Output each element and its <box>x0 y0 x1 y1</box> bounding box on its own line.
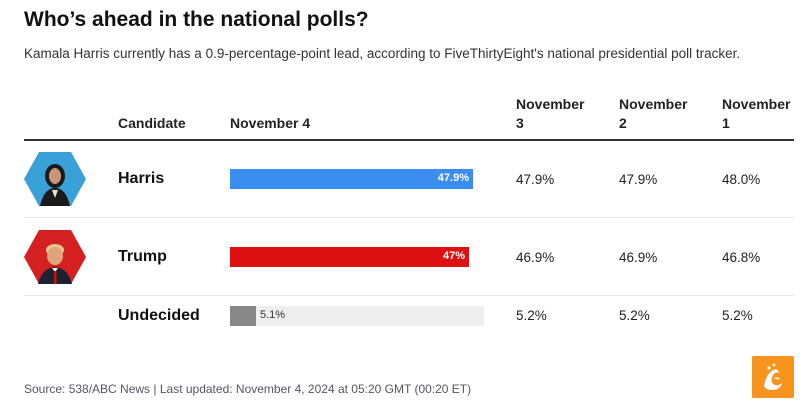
chart-title: Who’s ahead in the national polls? <box>24 8 369 31</box>
undecided-nov2: 5.2% <box>619 308 650 323</box>
header-nov3: November 3 <box>516 96 585 131</box>
header-divider <box>24 139 794 141</box>
header-nov1: November 1 <box>722 96 791 131</box>
trump-bar-track: 47% <box>230 247 484 267</box>
trump-avatar <box>24 230 86 284</box>
harris-nov3: 47.9% <box>516 172 555 187</box>
undecided-bar-track: 5.1% <box>230 306 484 326</box>
row-divider <box>24 217 794 218</box>
header-nov4: November 4 <box>230 115 311 131</box>
candidate-trump: Trump <box>118 248 167 265</box>
undecided-nov3: 5.2% <box>516 308 547 323</box>
header-candidate: Candidate <box>118 115 186 131</box>
undecided-bar-label: 5.1% <box>260 309 286 321</box>
harris-bar <box>230 169 473 189</box>
harris-nov2: 47.9% <box>619 172 658 187</box>
trump-nov1: 46.8% <box>722 250 761 265</box>
source-note: Source: 538/ABC News | Last updated: Nov… <box>24 382 472 396</box>
al-jazeera-logo <box>752 356 794 398</box>
trump-bar <box>230 247 469 267</box>
row-divider <box>24 295 794 296</box>
candidate-harris: Harris <box>118 170 165 187</box>
candidate-undecided: Undecided <box>118 307 200 324</box>
harris-bar-track: 47.9% <box>230 169 484 189</box>
harris-nov1: 48.0% <box>722 172 761 187</box>
undecided-bar <box>230 306 256 326</box>
header-nov2: November 2 <box>619 96 688 131</box>
trump-bar-label: 47% <box>442 250 465 262</box>
chart-subtitle: Kamala Harris currently has a 0.9-percen… <box>24 46 741 61</box>
trump-nov3: 46.9% <box>516 250 555 265</box>
undecided-nov1: 5.2% <box>722 308 753 323</box>
harris-avatar <box>24 152 86 206</box>
trump-nov2: 46.9% <box>619 250 658 265</box>
harris-bar-label: 47.9% <box>437 172 469 184</box>
